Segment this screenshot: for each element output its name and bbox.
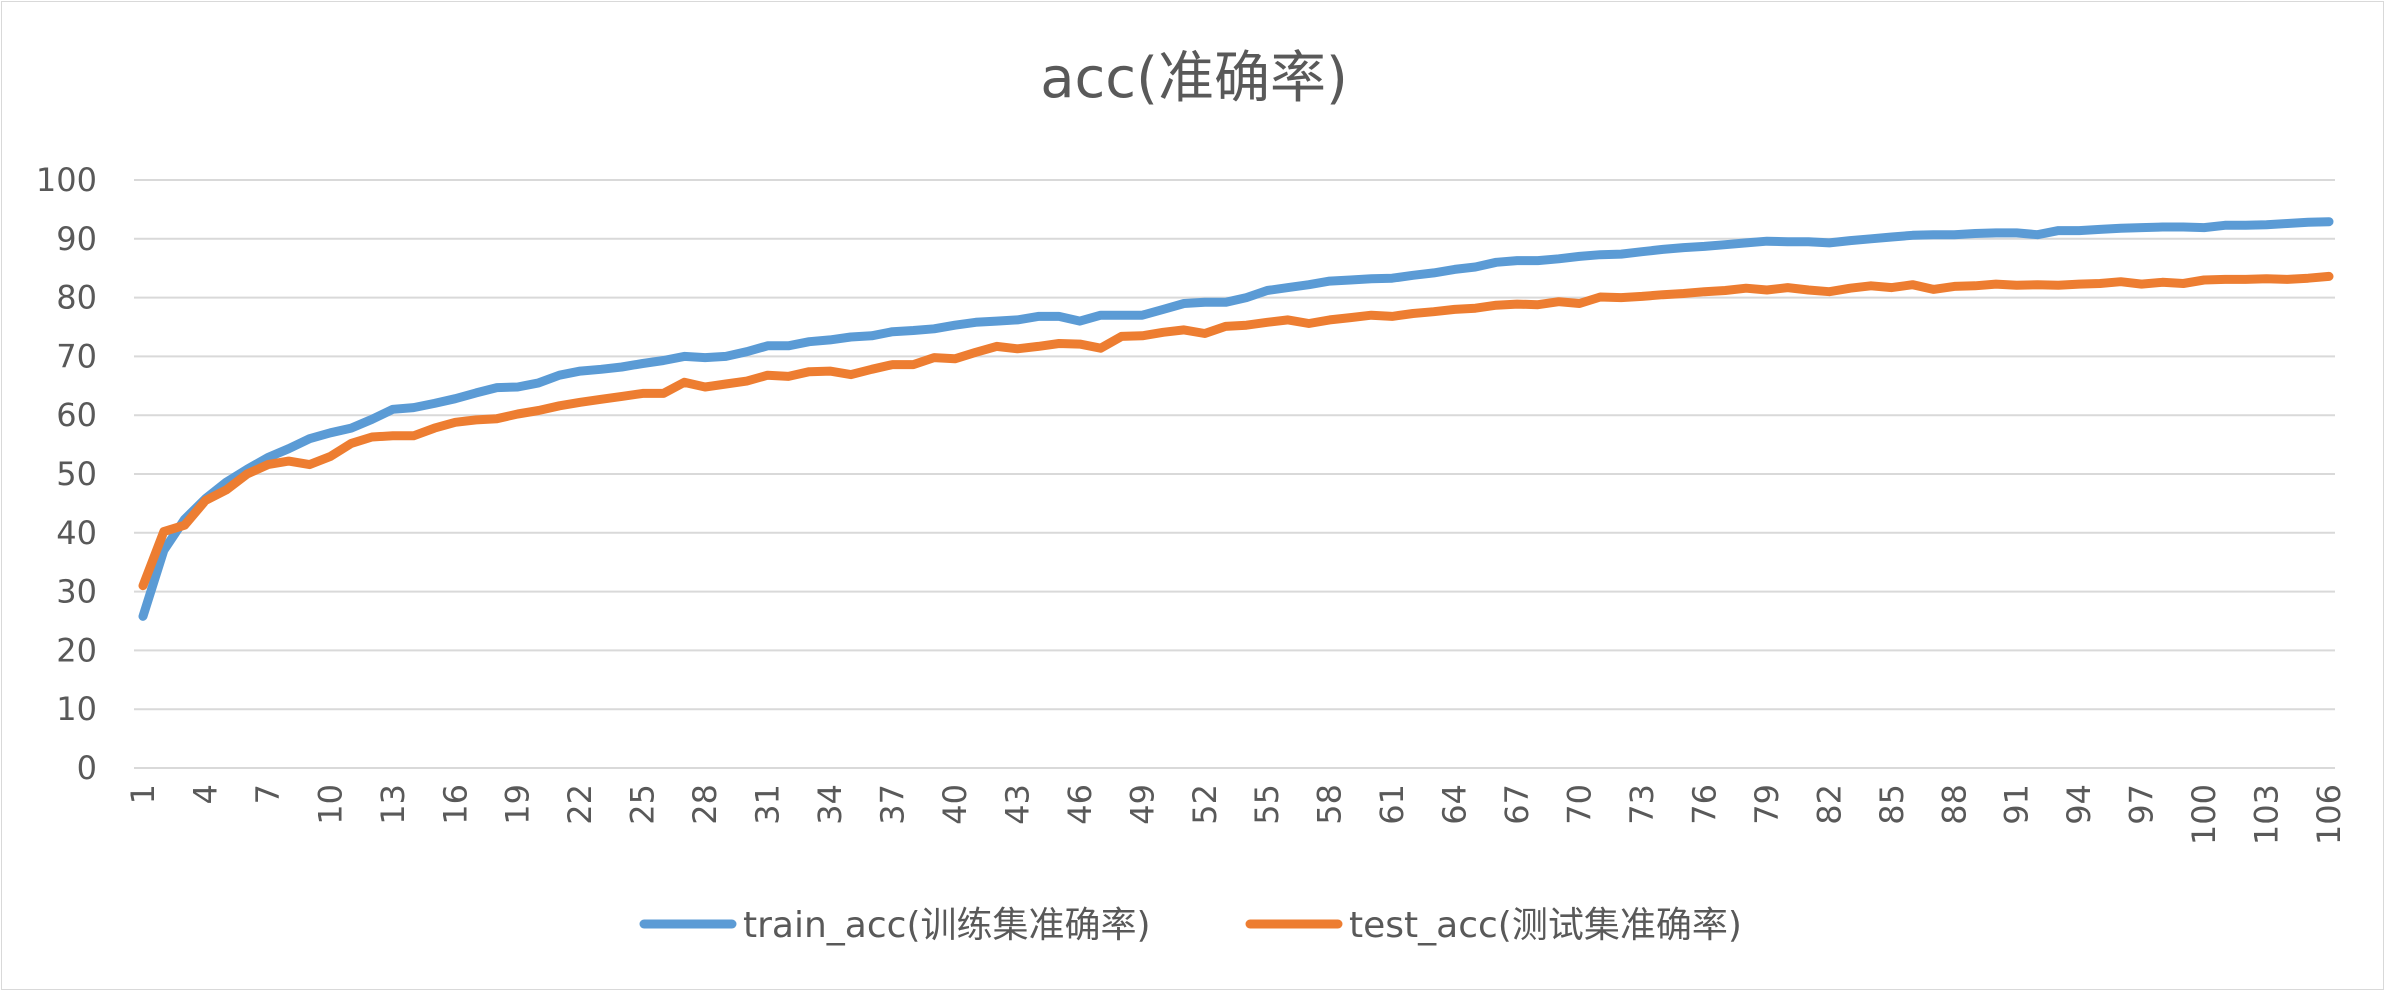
x-tick-label: 58 <box>1311 784 1349 825</box>
x-tick-label: 13 <box>374 784 412 825</box>
y-tick-label: 40 <box>56 514 97 552</box>
x-tick-label: 73 <box>1623 784 1661 825</box>
y-tick-label: 70 <box>56 337 97 375</box>
x-tick-label: 67 <box>1498 784 1536 825</box>
x-axis-ticks: 1 4 7 10 13 16 19 22 25 28 31 34 37 40 43 46 49 52 55 58 61 6… <box>124 784 2348 845</box>
x-tick-label: 37 <box>873 784 911 825</box>
y-axis-ticks: 0 10 20 30 40 50 60 70 80 90 100 <box>36 161 97 787</box>
legend: train_acc(训练集准确率) test_acc(测试集准确率) <box>639 905 1742 946</box>
x-tick-label: 91 <box>1998 784 2036 825</box>
x-tick-label: 97 <box>2123 784 2161 825</box>
x-tick-label: 7 <box>249 784 287 804</box>
x-tick-label: 61 <box>1373 784 1411 825</box>
y-tick-label: 0 <box>77 749 97 787</box>
x-tick-label: 16 <box>436 784 474 825</box>
x-tick-label: 94 <box>2060 784 2098 825</box>
y-tick-label: 90 <box>56 220 97 258</box>
y-tick-label: 20 <box>56 631 97 669</box>
x-tick-label: 34 <box>811 784 849 825</box>
x-tick-label: 100 <box>2185 784 2223 845</box>
x-tick-label: 76 <box>1685 784 1723 825</box>
x-tick-label: 4 <box>186 784 224 804</box>
x-tick-label: 49 <box>1123 784 1161 825</box>
x-tick-label: 88 <box>1935 784 1973 825</box>
series-line-train-acc <box>138 217 2334 621</box>
x-tick-label: 31 <box>749 784 787 825</box>
x-tick-label: 28 <box>686 784 724 825</box>
y-tick-label: 80 <box>56 279 97 317</box>
x-tick-label: 79 <box>1748 784 1786 825</box>
y-tick-label: 50 <box>56 455 97 493</box>
y-tick-label: 10 <box>56 690 97 728</box>
x-tick-label: 43 <box>998 784 1036 825</box>
legend-label-train-acc: train_acc(训练集准确率) <box>743 905 1151 946</box>
y-tick-label: 30 <box>56 573 97 611</box>
x-tick-label: 22 <box>561 784 599 825</box>
x-tick-label: 19 <box>499 784 537 825</box>
y-tick-label: 100 <box>36 161 97 199</box>
x-tick-label: 46 <box>1061 784 1099 825</box>
gridlines <box>134 179 2335 769</box>
series-lines <box>138 217 2334 621</box>
x-tick-label: 40 <box>936 784 974 825</box>
x-tick-label: 70 <box>1561 784 1599 825</box>
x-tick-label: 64 <box>1436 784 1474 825</box>
x-tick-label: 106 <box>2310 784 2348 845</box>
x-tick-label: 55 <box>1248 784 1286 825</box>
series-line-test-acc <box>138 271 2334 591</box>
x-tick-label: 52 <box>1186 784 1224 825</box>
chart-title: acc(准确率) <box>1040 46 1348 111</box>
x-tick-label: 103 <box>2248 784 2286 845</box>
x-tick-label: 1 <box>124 784 162 804</box>
x-tick-label: 82 <box>1810 784 1848 825</box>
x-tick-label: 10 <box>311 784 349 825</box>
y-tick-label: 60 <box>56 396 97 434</box>
x-tick-label: 25 <box>624 784 662 825</box>
x-tick-label: 85 <box>1873 784 1911 825</box>
legend-label-test-acc: test_acc(测试集准确率) <box>1349 905 1742 946</box>
